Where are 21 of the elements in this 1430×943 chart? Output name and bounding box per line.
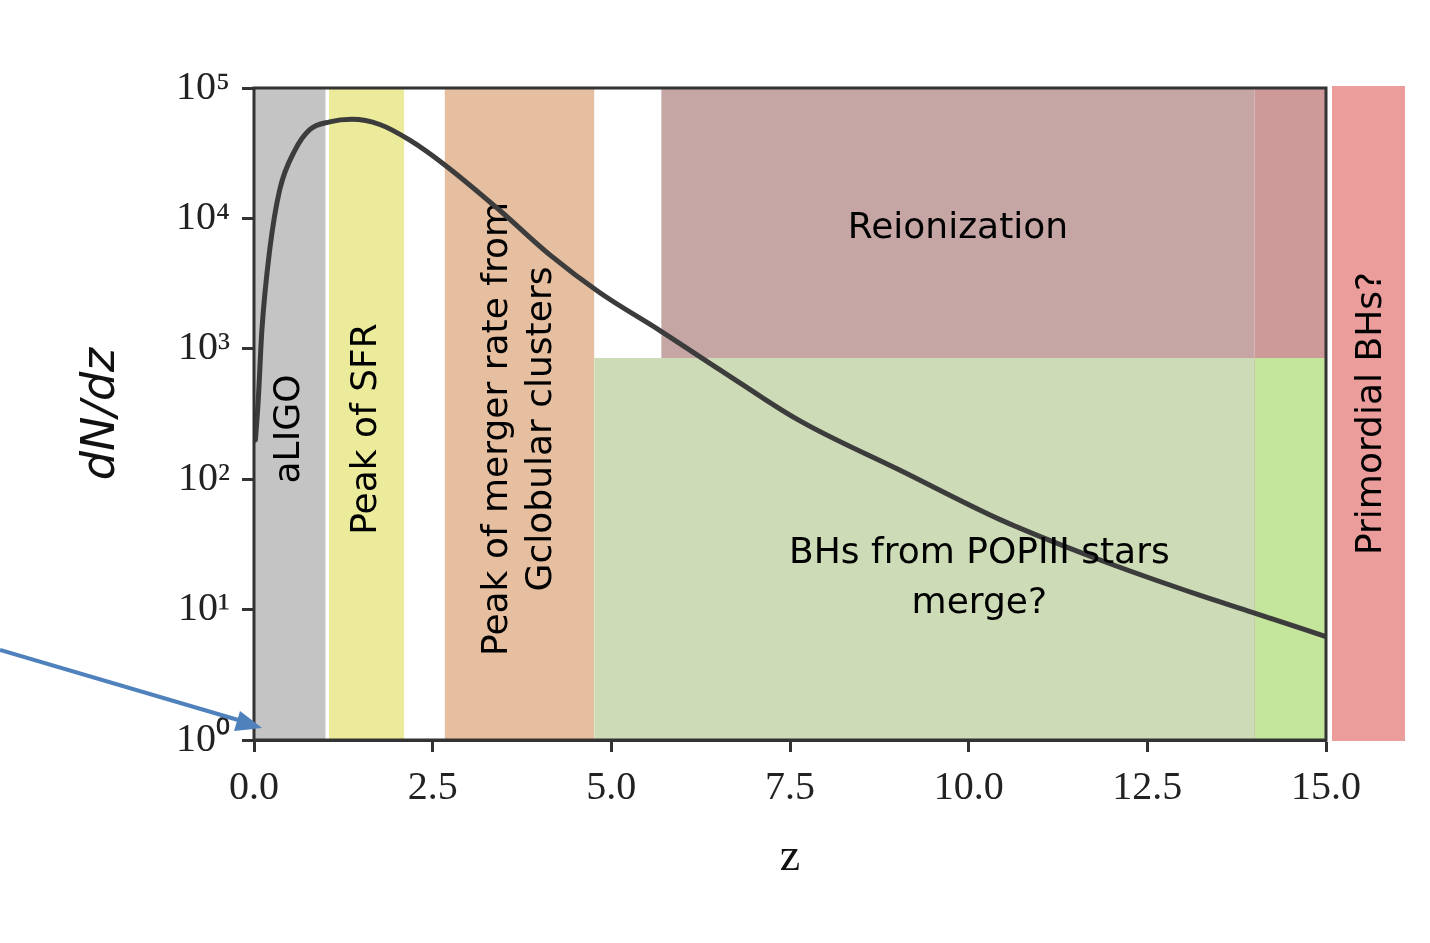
x-tick-label: 10.0 bbox=[933, 762, 1004, 808]
y-tick-label: 10⁰ bbox=[176, 714, 230, 760]
x-tick-label: 12.5 bbox=[1112, 762, 1183, 808]
band-label: Reionization bbox=[847, 204, 1069, 246]
x-tick-label: 15.0 bbox=[1291, 762, 1361, 808]
series-label: BHs from POPIII stars merge? bbox=[788, 530, 1170, 622]
y-tick-label: 10³ bbox=[178, 323, 230, 369]
text: Primordial BHs? bbox=[1348, 271, 1390, 556]
band-label: Peak of merger rate from Gclobular clusters bbox=[473, 201, 559, 657]
y-tick-label: 10⁴ bbox=[176, 192, 230, 238]
band-label: aLIGO bbox=[266, 374, 308, 484]
x-tick-label: 2.5 bbox=[407, 762, 458, 808]
x-tick-label: 5.0 bbox=[586, 762, 637, 808]
band-label: Peak of SFR bbox=[342, 323, 384, 535]
y-tick-label: 10² bbox=[178, 453, 230, 499]
x-tick-label: 0.0 bbox=[229, 762, 279, 808]
y-tick-label: 10⁵ bbox=[176, 62, 230, 108]
x-axis-title: z bbox=[779, 829, 801, 881]
x-tick-label: 7.5 bbox=[765, 762, 815, 808]
y-tick-label: 10¹ bbox=[178, 584, 230, 630]
y-axis-title: dN/dz bbox=[70, 346, 125, 481]
